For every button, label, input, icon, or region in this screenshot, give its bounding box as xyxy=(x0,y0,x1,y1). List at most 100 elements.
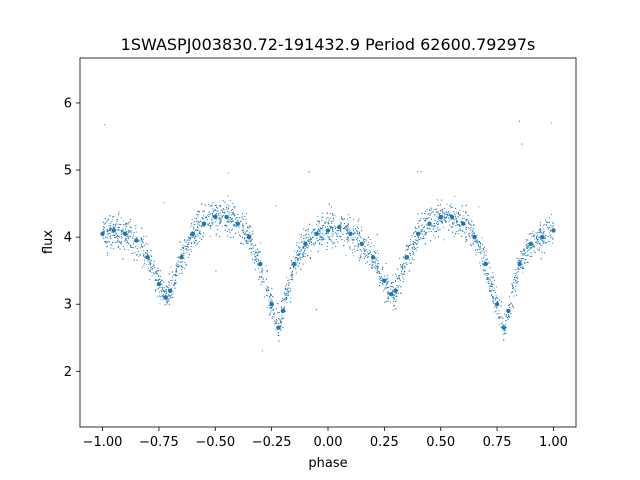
observation-dot xyxy=(259,276,261,278)
observation-dot xyxy=(353,225,355,227)
observation-dot xyxy=(175,269,177,271)
observation-dot xyxy=(259,260,261,262)
observation-dot xyxy=(322,229,324,231)
observation-dot xyxy=(460,225,462,227)
observation-dot xyxy=(222,200,224,202)
observation-dot xyxy=(296,254,298,256)
observation-dot xyxy=(481,258,483,260)
observation-dot xyxy=(520,266,522,268)
observation-dot xyxy=(436,222,438,224)
observation-dot xyxy=(471,234,473,236)
observation-dot xyxy=(277,303,279,305)
observation-dot xyxy=(159,278,161,280)
data-point xyxy=(280,308,286,314)
observation-dot xyxy=(494,298,496,300)
observation-dot xyxy=(180,253,182,255)
observation-dot xyxy=(397,292,399,294)
observation-dot xyxy=(113,231,115,233)
observation-dot xyxy=(496,313,498,315)
observation-dot xyxy=(536,248,538,250)
observation-dot xyxy=(488,286,490,288)
observation-dot xyxy=(369,264,371,266)
observation-dot xyxy=(387,296,389,298)
observation-dot xyxy=(444,213,446,215)
observation-dot xyxy=(235,218,237,220)
observation-dot xyxy=(278,322,280,324)
observation-dot xyxy=(479,243,481,245)
observation-dot xyxy=(301,241,303,243)
observation-dot xyxy=(191,231,193,233)
observation-dot xyxy=(354,237,356,239)
observation-dot xyxy=(181,272,183,274)
observation-dot xyxy=(140,237,142,239)
observation-dot xyxy=(340,228,342,230)
observation-dot xyxy=(333,214,335,216)
observation-dot xyxy=(435,230,438,233)
observation-dot xyxy=(306,242,308,244)
observation-dot xyxy=(257,264,259,266)
observation-dot xyxy=(423,235,425,237)
observation-dot xyxy=(473,233,475,235)
observation-dot xyxy=(347,231,349,233)
observation-dot xyxy=(272,296,274,298)
observation-dot xyxy=(193,241,195,243)
observation-dot xyxy=(408,270,410,272)
observation-dot xyxy=(405,258,407,261)
observation-dot xyxy=(550,230,552,232)
x-tick-label: −0.25 xyxy=(252,435,292,450)
observation-dot xyxy=(416,232,418,234)
observation-dot xyxy=(162,295,164,297)
observation-dot xyxy=(295,251,298,253)
observation-dot xyxy=(304,255,306,257)
observation-dot xyxy=(491,284,493,286)
observation-dot xyxy=(235,225,237,227)
observation-dot xyxy=(118,211,120,213)
observation-dot xyxy=(413,242,415,244)
observation-dot xyxy=(536,235,538,237)
observation-dot xyxy=(113,236,115,239)
observation-dot xyxy=(197,233,199,235)
observation-dot xyxy=(206,214,208,216)
observation-dot xyxy=(515,280,517,282)
observation-dot xyxy=(274,323,276,325)
observation-dot xyxy=(416,243,418,245)
observation-dot xyxy=(303,228,305,230)
observation-dot xyxy=(259,263,261,265)
observation-dot xyxy=(319,232,321,234)
observation-dot xyxy=(351,249,354,251)
observation-dot xyxy=(120,223,122,226)
observation-dot xyxy=(172,279,174,281)
observation-dot xyxy=(356,249,358,251)
observation-dot xyxy=(481,250,483,252)
observation-dot xyxy=(246,240,248,242)
observation-dot xyxy=(439,214,441,216)
observation-dot xyxy=(483,249,485,251)
observation-dot xyxy=(399,292,401,294)
observation-dot xyxy=(405,244,408,247)
observation-dot xyxy=(428,213,430,215)
observation-dot xyxy=(332,243,334,245)
observation-dot xyxy=(208,224,210,227)
observation-dot xyxy=(135,227,137,229)
observation-dot xyxy=(199,230,201,232)
observation-dot xyxy=(409,241,411,243)
observation-dot xyxy=(366,244,369,246)
observation-dot xyxy=(201,226,203,228)
observation-dot xyxy=(521,143,523,145)
observation-dot xyxy=(328,221,330,223)
observation-dot xyxy=(357,246,359,248)
observation-dot xyxy=(416,239,418,242)
observation-dot xyxy=(393,293,395,296)
observation-dot xyxy=(213,210,215,212)
observation-dot xyxy=(516,261,518,263)
observation-dot xyxy=(278,334,280,336)
observation-dot xyxy=(372,260,374,262)
observation-dot xyxy=(249,231,251,233)
observation-dot xyxy=(379,281,381,284)
observation-dot xyxy=(128,235,130,237)
observation-dot xyxy=(374,259,376,261)
observation-dot xyxy=(128,243,130,245)
observation-dot xyxy=(343,218,345,220)
observation-dot xyxy=(107,218,110,220)
observation-dot xyxy=(383,275,386,277)
